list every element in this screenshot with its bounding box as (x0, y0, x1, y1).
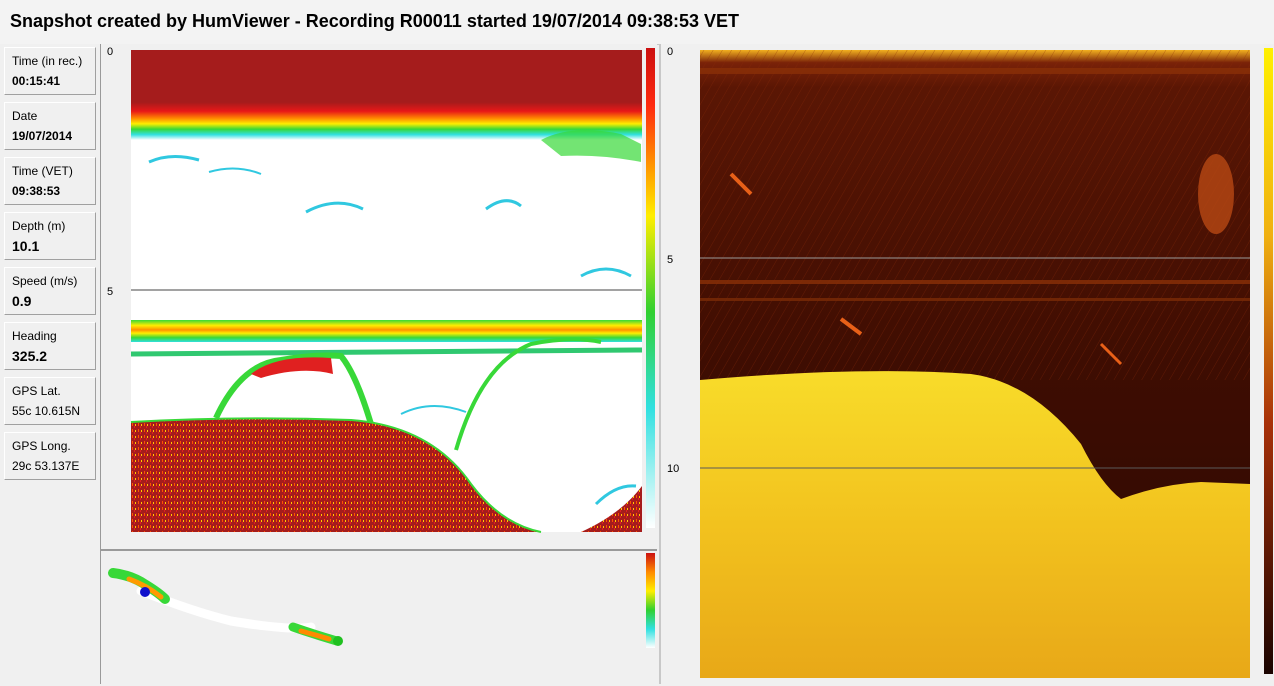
info-value: 55c 10.615N (12, 404, 81, 418)
info-box-gps-long: GPS Long. 29c 53.137E (4, 432, 96, 480)
info-value: 325.2 (12, 348, 48, 364)
info-value: 00:15:41 (12, 74, 61, 88)
sidescan-color-scale (1264, 48, 1273, 674)
info-value: 0.9 (12, 293, 32, 309)
window-title: Snapshot created by HumViewer - Recordin… (10, 11, 739, 31)
info-box-date: Date 19/07/2014 (4, 102, 96, 150)
info-box-time-vet: Time (VET) 09:38:53 (4, 157, 96, 205)
sidescan-depth-tick-10: 10 (667, 463, 680, 475)
info-box-heading: Heading 325.2 (4, 322, 96, 370)
info-label: Speed (m/s) (12, 274, 78, 288)
sonar-echogram[interactable] (101, 44, 657, 549)
info-sidebar: Time (in rec.) 00:15:41 Date 19/07/2014 … (0, 44, 102, 684)
sonar-2d-panel: 0 5 (101, 44, 657, 549)
info-box-gps-lat: GPS Lat. 55c 10.615N (4, 377, 96, 425)
info-label: Time (in rec.) (12, 54, 83, 68)
info-label: GPS Long. (12, 439, 71, 453)
info-value: 09:38:53 (12, 184, 61, 198)
sonar-color-scale (646, 48, 655, 528)
sonar-depth-tick-5: 5 (107, 286, 114, 298)
info-label: Depth (m) (12, 219, 66, 233)
info-value: 19/07/2014 (12, 129, 73, 143)
info-box-time-in-rec: Time (in rec.) 00:15:41 (4, 47, 96, 95)
info-label: Time (VET) (12, 164, 73, 178)
gps-track-panel (101, 549, 657, 686)
current-position-marker (140, 587, 150, 597)
info-label: Heading (12, 329, 57, 343)
sonar-depth-tick-0: 0 (107, 46, 114, 58)
sidescan-depth-tick-0: 0 (667, 46, 674, 58)
window-title-bar: Snapshot created by HumViewer - Recordin… (0, 0, 1274, 45)
sidescan-depth-tick-5: 5 (667, 254, 674, 266)
info-label: Date (12, 109, 38, 123)
track-color-scale (646, 553, 655, 648)
info-box-speed: Speed (m/s) 0.9 (4, 267, 96, 315)
side-imaging-panel: 0 5 10 (659, 44, 1274, 684)
info-value: 10.1 (12, 238, 40, 254)
info-label: GPS Lat. (12, 384, 61, 398)
info-box-depth: Depth (m) 10.1 (4, 212, 96, 260)
info-value: 29c 53.137E (12, 459, 80, 473)
gps-track-map[interactable] (101, 551, 657, 684)
side-imaging-view[interactable] (661, 44, 1274, 684)
